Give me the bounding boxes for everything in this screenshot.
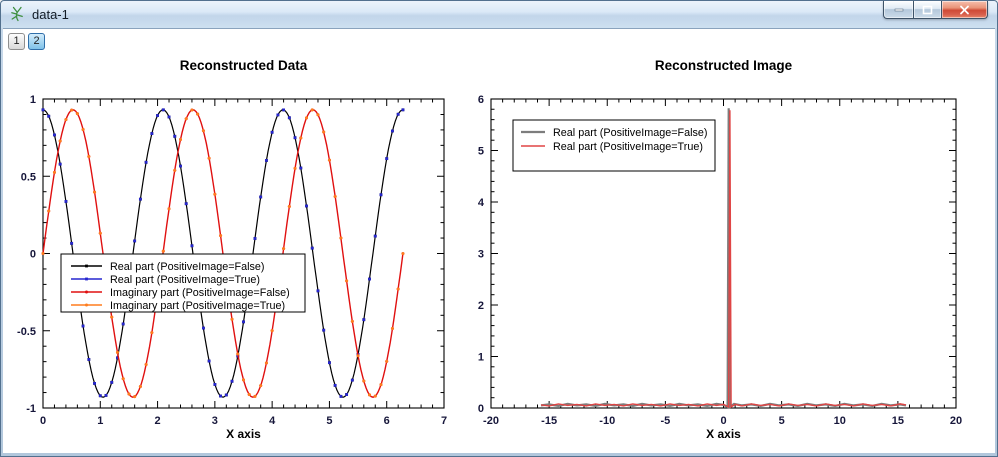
chart-reconstructed-data: Reconstructed Data X axis 0 1 2 3 4 5 6 7 -1 -0.5 0 0… [3,41,468,451]
page-button-2[interactable]: 2 [28,33,45,50]
legend-label: Imaginary part (PositiveImage=False) [110,287,290,299]
close-button[interactable] [942,1,988,19]
x-tick-label: 4 [269,415,276,427]
y-tick-label: 0 [30,249,36,261]
x-axis-label: X axis [706,427,741,441]
chart-reconstructed-image: Reconstructed Image X axis -20 -15 -10 -5 0 5 10… [463,41,995,451]
legend-box [512,119,716,172]
y-tick-label: -0.5 [17,326,36,338]
minimize-button[interactable] [883,1,913,19]
x-tick-label: 7 [441,415,447,427]
minimize-icon [894,8,903,12]
y-tick-label: 1 [30,94,36,106]
x-tick-label: -15 [541,415,557,427]
x-tick-label: 1 [97,415,103,427]
y-tick-label: 2 [478,300,484,312]
x-tick-label: 10 [834,415,846,427]
plot-title: Reconstructed Image [655,58,793,73]
x-tick-label: -5 [660,415,670,427]
close-icon [960,5,969,14]
y-tick-label: 5 [478,146,484,158]
x-tick-label: 0 [720,415,726,427]
legend-box [60,253,306,313]
plot-title: Reconstructed Data [180,58,308,73]
legend-label: Real part (PositiveImage=True) [553,141,703,153]
y-tick-label: 1 [478,352,484,364]
titlebar[interactable]: data-1 [1,1,997,28]
x-axis-label: X axis [226,427,261,441]
x-tick-label: 3 [212,415,218,427]
y-tick-label: 6 [478,94,484,106]
legend-label: Imaginary part (PositiveImage=True) [110,300,285,312]
x-tick-label: 5 [779,415,785,427]
legend-label: Real part (PositiveImage=True) [110,274,260,286]
x-tick-label: 5 [326,415,332,427]
x-tick-label: 20 [950,415,962,427]
window-controls [883,1,988,19]
y-tick-label: 0 [478,403,484,415]
series-line [540,110,907,409]
x-tick-label: 15 [892,415,904,427]
page-button-1[interactable]: 1 [8,33,25,50]
legend-label: Real part (PositiveImage=False) [110,261,265,273]
y-tick-label: 0.5 [21,171,36,183]
plot-reconstructed-data: Reconstructed Data X axis 0 1 2 3 4 5 6 7 -1 -0.5 0 0… [17,58,447,441]
maximize-icon [922,5,933,14]
legend-label: Real part (PositiveImage=False) [553,127,708,139]
mantis-icon [9,6,25,22]
x-tick-label: 2 [155,415,161,427]
window-title: data-1 [32,7,69,22]
x-tick-label: 6 [384,415,390,427]
maximize-button[interactable] [913,1,942,19]
x-tick-label: -10 [599,415,615,427]
y-tick-label: 3 [478,249,484,261]
series-line [42,109,403,398]
y-tick-label: 4 [478,197,485,209]
y-tick-label: -1 [26,403,36,415]
x-tick-label: 0 [40,415,46,427]
x-tick-label: -20 [483,415,499,427]
